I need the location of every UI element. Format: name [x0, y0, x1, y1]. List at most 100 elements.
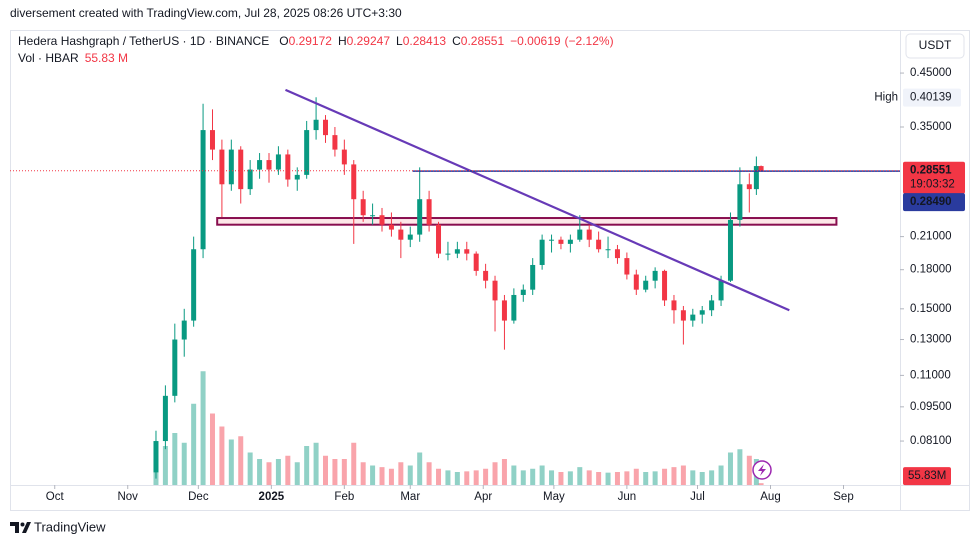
candle-body: [558, 239, 564, 244]
candle-body: [228, 149, 234, 185]
volume-bar: [605, 472, 611, 485]
candle-body: [501, 300, 507, 321]
x-tick-label: Jun: [618, 491, 637, 503]
candle-body: [304, 130, 310, 175]
candle-body: [426, 199, 432, 225]
volume-bar: [285, 455, 291, 485]
volume-bar: [436, 468, 442, 485]
volume-bar: [313, 442, 319, 485]
volume-bar: [417, 452, 423, 485]
candle-body: [153, 441, 159, 473]
brand: TradingView: [34, 519, 106, 534]
volume-bar: [718, 465, 724, 485]
volume-bar: [746, 455, 752, 485]
x-tick-label: Sep: [833, 491, 853, 503]
x-tick-label: Apr: [474, 491, 492, 503]
countdown: 19:03:32: [910, 179, 955, 191]
candle-body: [577, 229, 583, 240]
volume-bar: [596, 472, 602, 485]
volume-value: 55.83 M: [85, 51, 128, 65]
candle-body: [417, 199, 423, 235]
candle-body: [699, 310, 705, 315]
last-price: 0.28551: [910, 165, 952, 177]
candle-body: [464, 249, 470, 254]
volume-bar: [558, 472, 564, 485]
volume-bar: [690, 470, 696, 485]
high-box: [903, 88, 961, 107]
currency[interactable]: USDT: [919, 38, 952, 52]
logo-dot: [20, 522, 25, 527]
volume-bar: [209, 413, 215, 485]
candle-body: [643, 280, 649, 290]
volume-bar: [275, 459, 281, 485]
x-tick-label: Feb: [334, 491, 354, 503]
volume-bar: [586, 470, 592, 485]
candle-body: [530, 264, 536, 290]
volume-bar: [247, 452, 253, 485]
volume-title: Vol · HBAR: [18, 51, 79, 65]
candle-body: [172, 339, 178, 396]
candle-body: [596, 239, 602, 250]
volume-bar: [266, 462, 272, 485]
volume-bar: [520, 470, 526, 485]
volume-bar: [323, 455, 329, 485]
volume-bar: [172, 433, 178, 485]
support-zone: [216, 217, 838, 226]
y-tick-label: 0.09500: [910, 401, 952, 413]
candle-body: [454, 249, 460, 254]
candle-body: [266, 160, 272, 170]
candle-body: [200, 130, 206, 250]
candle-body: [341, 149, 347, 165]
y-tick-label: 0.35000: [910, 121, 952, 133]
volume-bar: [662, 468, 668, 485]
volume-bar: [624, 471, 630, 485]
lightning-icon: [758, 464, 766, 476]
volume-bar: [219, 426, 225, 485]
volume-bar: [549, 470, 555, 485]
volume-bar: [577, 467, 583, 485]
volume-bar: [257, 459, 263, 485]
x-tick-label: Mar: [400, 491, 420, 503]
candle-body: [351, 164, 357, 200]
volume-bar: [332, 459, 338, 485]
volume-bar: [426, 462, 432, 485]
high-value: 0.40139: [910, 92, 952, 104]
volume-bar: [652, 471, 658, 485]
currency-button[interactable]: [905, 33, 965, 59]
volume-bar: [727, 452, 733, 485]
candle-body: [652, 270, 658, 281]
candle-body: [275, 154, 281, 170]
candle-body: [209, 130, 215, 150]
candle-body: [614, 249, 620, 259]
candle-body: [398, 229, 404, 240]
symbol: Hedera Hashgraph / TetherUS · 1D · BINAN…: [18, 34, 269, 48]
volume-bar: [473, 470, 479, 485]
candle-body: [605, 249, 611, 251]
volume-bar: [737, 449, 743, 485]
volume-bar: [614, 472, 620, 485]
y-tick-label: 0.45000: [910, 67, 952, 79]
volume-bar: [680, 465, 686, 485]
volume-legend: Vol · HBAR 55.83 M: [18, 51, 128, 65]
high-label: High: [874, 92, 898, 104]
candle-body: [257, 160, 263, 170]
line-price-box: [903, 193, 965, 212]
volume-bar: [304, 446, 310, 485]
l-value: 0.28413: [403, 34, 447, 48]
volume-bar: [709, 470, 715, 485]
plot-area: [10, 88, 900, 485]
candle-body: [718, 280, 724, 301]
candle-body: [379, 215, 385, 225]
volume-bar: [162, 446, 168, 485]
candle-body: [753, 166, 759, 190]
volume-bar: [191, 403, 197, 485]
volume-bar: [492, 462, 498, 485]
y-tick-label: 0.15000: [910, 303, 952, 315]
y-tick-label: 0.18000: [910, 264, 952, 276]
candle-body: [181, 320, 187, 340]
volume-bar: [238, 436, 244, 485]
y-tick-label: 0.21000: [910, 231, 952, 243]
candle-body: [294, 174, 300, 180]
